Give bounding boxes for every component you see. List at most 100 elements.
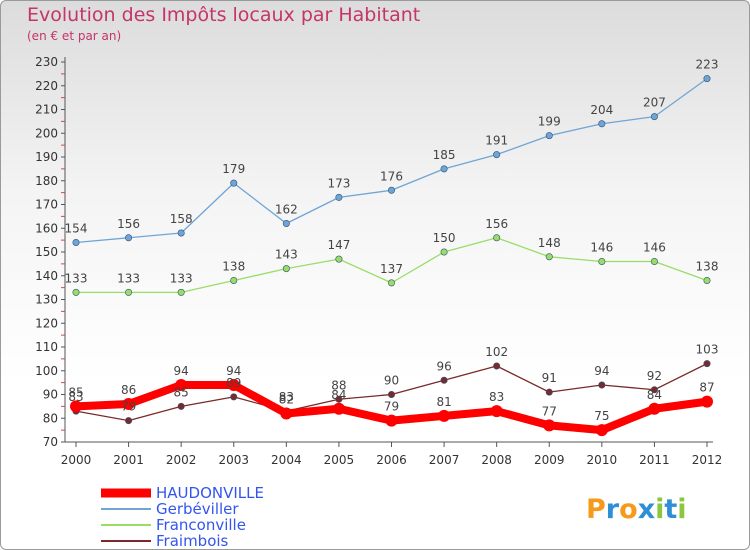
data-label: 81 xyxy=(436,395,451,409)
data-point xyxy=(650,113,658,121)
data-label: 77 xyxy=(542,404,557,418)
data-label: 154 xyxy=(65,222,88,236)
data-label: 137 xyxy=(380,262,403,276)
data-point xyxy=(595,424,608,437)
data-point xyxy=(387,186,395,194)
data-point xyxy=(230,276,238,284)
data-label: 86 xyxy=(121,383,136,397)
y-tick-label: 210 xyxy=(35,103,58,117)
x-tick-label: 2003 xyxy=(218,453,249,467)
data-label: 87 xyxy=(699,381,714,395)
x-tick-label: 2011 xyxy=(639,453,670,467)
x-tick-label: 2005 xyxy=(324,453,355,467)
y-tick-label: 70 xyxy=(43,435,58,449)
data-point xyxy=(543,419,556,432)
data-point xyxy=(125,234,133,242)
data-point xyxy=(72,288,80,296)
data-label: 92 xyxy=(647,369,662,383)
data-point xyxy=(598,120,606,128)
data-point xyxy=(545,388,553,396)
data-label: 88 xyxy=(331,378,346,392)
data-label: 173 xyxy=(327,176,350,190)
data-label: 133 xyxy=(170,271,193,285)
y-tick-label: 140 xyxy=(35,269,58,283)
data-point xyxy=(387,390,395,398)
legend-label: Gerbéviller xyxy=(156,500,239,518)
data-point xyxy=(177,229,185,237)
data-label: 85 xyxy=(68,385,83,399)
data-label: 94 xyxy=(594,364,609,378)
data-label: 133 xyxy=(65,271,88,285)
data-point xyxy=(335,395,343,403)
y-tick-label: 230 xyxy=(35,55,58,69)
data-point xyxy=(177,402,185,410)
data-point xyxy=(598,381,606,389)
data-label: 103 xyxy=(696,343,719,357)
data-label: 150 xyxy=(433,231,456,245)
x-tick-label: 2000 xyxy=(61,453,92,467)
data-label: 185 xyxy=(433,148,456,162)
data-label: 94 xyxy=(226,364,241,378)
data-label: 84 xyxy=(331,388,346,402)
data-point xyxy=(227,379,240,391)
legend-label: Fraimbois xyxy=(156,532,229,550)
legend-label: HAUDONVILLE xyxy=(156,484,264,502)
data-point xyxy=(493,151,501,159)
data-point xyxy=(335,193,343,201)
data-point xyxy=(177,288,185,296)
data-label: 176 xyxy=(380,169,403,183)
data-label: 191 xyxy=(485,134,508,148)
data-label: 223 xyxy=(696,58,719,72)
data-label: 162 xyxy=(275,203,298,217)
y-tick-label: 160 xyxy=(35,221,58,235)
data-point xyxy=(335,255,343,263)
series-haudonville xyxy=(70,379,713,437)
x-tick-label: 2010 xyxy=(587,453,618,467)
x-tick-label: 2006 xyxy=(376,453,407,467)
x-tick-label: 2001 xyxy=(113,453,144,467)
data-point xyxy=(280,407,293,420)
x-tick-label: 2002 xyxy=(166,453,197,467)
y-tick-label: 130 xyxy=(35,293,58,307)
series-franconville xyxy=(72,234,711,296)
data-point xyxy=(387,279,395,287)
data-point xyxy=(122,398,135,410)
data-point xyxy=(282,220,290,228)
data-point xyxy=(440,248,448,256)
data-point xyxy=(650,257,658,265)
data-label: 83 xyxy=(279,390,294,404)
data-label: 179 xyxy=(222,162,245,176)
data-point xyxy=(598,257,606,265)
data-point xyxy=(545,253,553,261)
data-label: 83 xyxy=(68,390,83,404)
legend-label: Franconville xyxy=(156,516,246,534)
data-point xyxy=(230,179,238,187)
y-tick-label: 190 xyxy=(35,150,58,164)
data-point xyxy=(125,288,133,296)
x-tick-label: 2007 xyxy=(429,453,460,467)
data-point xyxy=(650,386,658,394)
data-point xyxy=(703,276,711,284)
data-label: 138 xyxy=(222,260,245,274)
data-point xyxy=(230,393,238,401)
data-label: 156 xyxy=(485,217,508,231)
data-point xyxy=(493,362,501,370)
data-label: 84 xyxy=(647,388,662,402)
data-label: 89 xyxy=(226,376,241,390)
series-gerbéviller xyxy=(72,75,711,247)
series-layer xyxy=(70,75,713,437)
data-label: 138 xyxy=(696,260,719,274)
data-label: 204 xyxy=(590,103,613,117)
data-label: 156 xyxy=(117,217,140,231)
y-tick-label: 90 xyxy=(43,388,58,402)
y-tick-label: 170 xyxy=(35,198,58,212)
data-label: 75 xyxy=(594,409,609,423)
data-label: 94 xyxy=(174,364,189,378)
data-label: 199 xyxy=(538,115,561,129)
data-label: 146 xyxy=(643,241,666,255)
y-tick-label: 80 xyxy=(43,411,58,425)
data-label: 158 xyxy=(170,212,193,226)
data-point xyxy=(282,265,290,273)
series-fraimbois xyxy=(72,360,711,425)
